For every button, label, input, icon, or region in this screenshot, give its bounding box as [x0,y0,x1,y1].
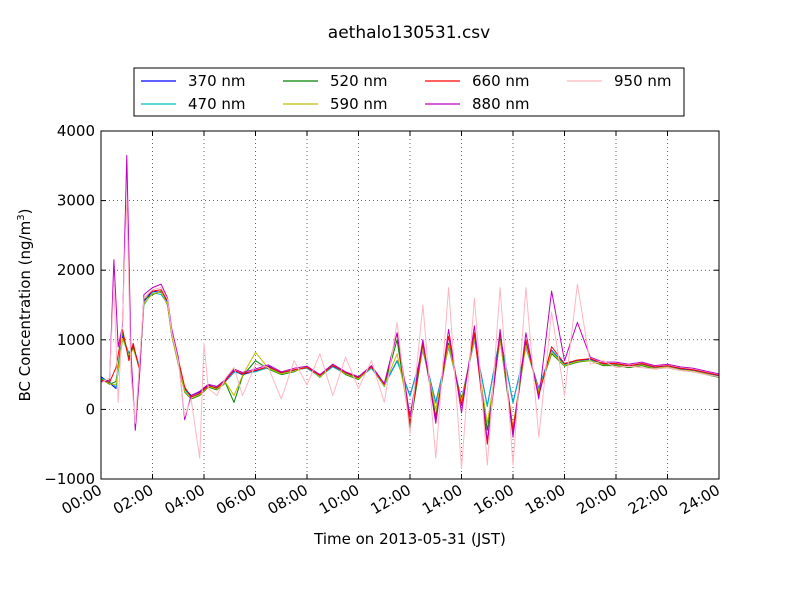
series-lines [100,154,720,470]
legend-label: 950 nm [614,72,672,90]
y-tick-label: 2000 [57,261,95,279]
legend-label: 590 nm [330,95,388,113]
series-line-950-nm [100,200,720,470]
series-line-660-nm [100,289,720,445]
y-axis-label-superscript: 3 [16,214,27,220]
y-axis-label-end: ) [16,209,34,215]
legend-label: 370 nm [188,72,246,90]
x-axis-label: Time on 2013-05-31 (JST) [313,530,506,548]
legend-label: 470 nm [188,95,246,113]
y-tick-label: 1000 [57,331,95,349]
y-axis-label-main: BC Concentration (ng/m [16,221,34,402]
x-tick-label: 12:00 [368,481,414,518]
x-tick-label: 18:00 [522,481,568,518]
legend-label: 520 nm [330,72,388,90]
x-tick-label: 22:00 [625,481,671,518]
series-line-470-nm [100,292,720,408]
series-line-880-nm [100,154,720,442]
y-tick-label: 3000 [57,192,95,210]
x-tick-label: 20:00 [574,481,620,518]
chart-legend: 370 nm 470 nm 520 nm 590 nm 660 nm 880 nm 950 … [133,67,685,117]
axis-ticks [100,130,720,480]
plot-area [100,130,720,480]
series-line-370-nm [100,290,720,407]
y-tick-label: 4000 [57,122,95,140]
x-tick-label: 14:00 [419,481,465,518]
legend-box [133,67,685,117]
x-tick-label: 06:00 [213,481,259,518]
x-tick-label: 04:00 [162,481,208,518]
y-axis-label: BC Concentration (ng/m3) [16,209,34,402]
x-tick-label: 02:00 [110,481,156,518]
y-tick-label: −1000 [44,470,95,488]
y-tick-label: 0 [85,400,95,418]
x-tick-label: 16:00 [471,481,517,518]
grid-lines [101,131,719,479]
legend-label: 660 nm [472,72,530,90]
chart-title: aethalo130531.csv [328,23,490,43]
x-tick-label: 10:00 [316,481,362,518]
series-line-520-nm [100,290,720,435]
x-tick-label: 08:00 [265,481,311,518]
legend-label: 880 nm [472,95,530,113]
x-tick-label: 24:00 [677,481,723,518]
